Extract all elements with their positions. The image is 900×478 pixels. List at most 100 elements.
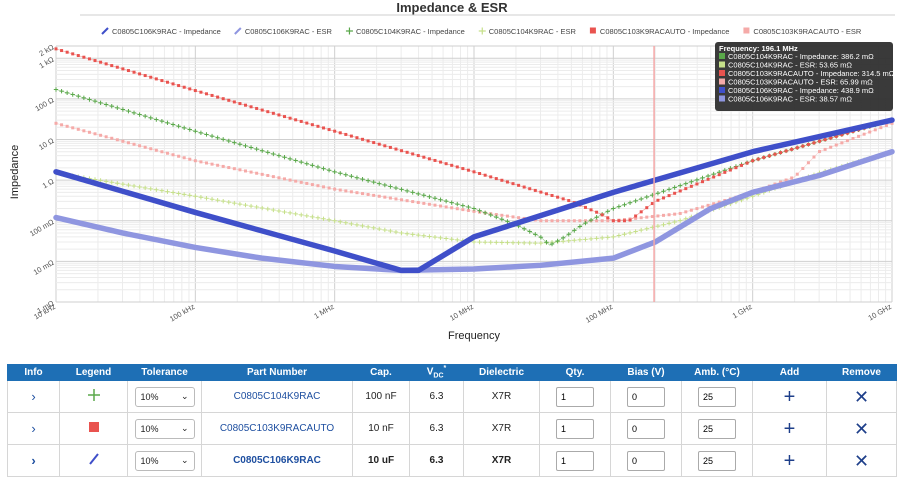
series-marker — [159, 118, 165, 124]
series-marker — [249, 170, 253, 174]
series-marker — [433, 203, 437, 207]
series-marker — [444, 205, 448, 209]
bias-input[interactable] — [627, 450, 665, 471]
tooltip-entry: C0805C106K9RAC - Impedance: 438.9 mΩ — [728, 86, 874, 95]
series-marker — [511, 182, 515, 186]
series-marker — [260, 172, 264, 176]
series-marker — [71, 52, 75, 56]
add-plus-icon[interactable]: + — [783, 449, 796, 472]
chevron-right-icon[interactable]: › — [31, 421, 36, 436]
series-marker — [723, 170, 727, 174]
tooltip-entry: C0805C103K9RACAUTO - Impedance: 314.5 mΩ — [728, 69, 895, 78]
series-marker — [560, 235, 566, 241]
series-marker — [455, 165, 459, 169]
series-marker — [566, 238, 571, 243]
impedance-chart[interactable]: Impedance & ESR C0805C106K9RAC - Impedan… — [0, 0, 900, 360]
series-square — [54, 47, 894, 223]
series-marker — [455, 237, 460, 243]
series-marker — [578, 219, 582, 223]
tolerance-select[interactable]: 10% ⌄ — [134, 418, 195, 439]
series-marker — [283, 115, 287, 119]
legend-item: C0805C106K9RAC - ESR — [234, 27, 333, 36]
header-vdc-sup: * — [443, 365, 447, 373]
series-marker — [121, 139, 125, 143]
series-marker — [533, 240, 538, 246]
series-marker — [455, 201, 460, 207]
series-marker — [645, 206, 649, 210]
amb-input[interactable] — [698, 418, 736, 439]
remove-cell: ✕ — [826, 380, 897, 413]
remove-x-icon[interactable]: ✕ — [853, 450, 870, 471]
series-marker — [767, 154, 771, 158]
series-marker — [277, 176, 281, 180]
legend-plus-icon — [478, 27, 486, 35]
series-marker — [170, 190, 176, 195]
series-marker — [227, 98, 231, 102]
amb-input[interactable] — [698, 450, 736, 471]
series-marker — [818, 139, 822, 143]
series-marker — [255, 171, 259, 175]
series-marker — [60, 49, 64, 53]
series-marker — [466, 168, 470, 172]
qty-input[interactable] — [556, 418, 594, 439]
series-marker — [689, 208, 693, 212]
series-marker — [611, 234, 616, 240]
series-marker — [315, 164, 321, 170]
series-marker — [666, 187, 672, 192]
series-marker — [138, 72, 142, 76]
series-marker — [823, 138, 827, 142]
series-marker — [672, 185, 677, 190]
series-marker — [588, 236, 594, 242]
remove-x-icon[interactable]: ✕ — [853, 418, 870, 439]
series-marker — [656, 214, 660, 218]
series-marker — [712, 202, 716, 206]
chevron-right-icon[interactable]: › — [31, 453, 36, 468]
series-marker — [249, 105, 253, 109]
series-marker — [717, 173, 721, 177]
add-plus-icon[interactable]: + — [783, 385, 796, 408]
series-marker — [193, 159, 197, 163]
tolerance-select[interactable]: 10% ⌄ — [134, 450, 195, 471]
amb-cell — [681, 380, 753, 413]
series-marker — [276, 153, 282, 158]
chevron-right-icon[interactable]: › — [31, 389, 36, 404]
series-marker — [443, 198, 449, 204]
part-number-link[interactable]: C0805C104K9RAC — [233, 391, 321, 402]
series-marker — [478, 172, 482, 176]
info-cell: › — [7, 412, 60, 445]
series-marker — [237, 141, 243, 147]
add-cell: + — [752, 412, 827, 445]
series-marker — [93, 132, 97, 136]
series-marker — [104, 135, 108, 139]
series-marker — [494, 214, 499, 220]
qty-input[interactable] — [556, 386, 594, 407]
series-marker — [193, 89, 197, 93]
series-marker — [271, 151, 276, 157]
series-marker — [383, 144, 387, 148]
series-marker — [840, 133, 844, 137]
bias-input[interactable] — [627, 386, 665, 407]
part-number-link[interactable]: C0805C106K9RAC — [233, 455, 321, 466]
series-marker — [655, 223, 661, 229]
series-marker — [416, 191, 421, 197]
info-cell: › — [7, 380, 60, 413]
series-marker — [740, 163, 744, 167]
qty-input[interactable] — [556, 450, 594, 471]
amb-cell — [681, 412, 753, 445]
tolerance-select[interactable]: 10% ⌄ — [134, 386, 195, 407]
bias-input[interactable] — [627, 418, 665, 439]
add-plus-icon[interactable]: + — [783, 417, 796, 440]
series-marker — [505, 240, 510, 245]
series-marker — [695, 207, 699, 211]
part-number-link[interactable]: C0805C103K9RACAUTO — [219, 423, 335, 434]
remove-x-icon[interactable]: ✕ — [853, 386, 870, 407]
series-marker — [477, 239, 482, 245]
series-marker — [683, 181, 688, 186]
amb-input[interactable] — [698, 386, 736, 407]
tooltip-swatch — [719, 78, 725, 85]
header-vdc-sub: DC — [433, 372, 444, 380]
series-marker — [405, 150, 409, 154]
series-marker — [104, 62, 108, 66]
series-marker — [762, 155, 766, 159]
series-marker — [411, 200, 415, 204]
